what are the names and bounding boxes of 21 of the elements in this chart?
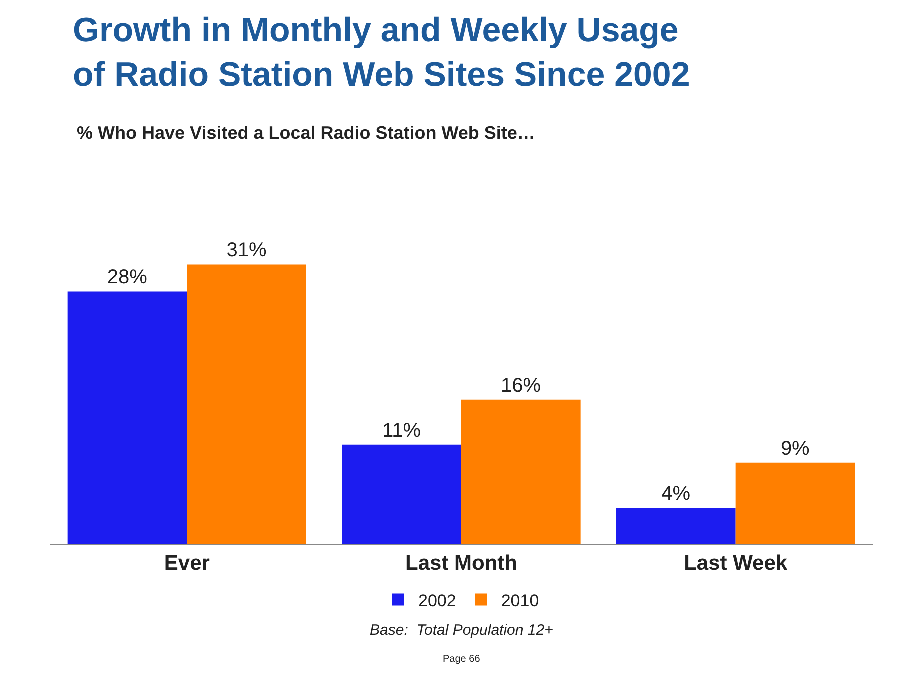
bar <box>68 292 188 544</box>
bar <box>462 400 581 544</box>
data-label: 9% <box>780 438 810 460</box>
bar <box>187 264 306 544</box>
data-label: 4% <box>662 482 691 505</box>
data-label: 11% <box>382 420 422 442</box>
x-tick-label: Ever <box>164 552 210 576</box>
legend-label: 2002 <box>418 591 456 610</box>
chart-subtitle: % Who Have Visited a Local Radio Station Web Site… <box>77 123 536 143</box>
text: Page 66 <box>443 654 481 665</box>
data-label: 31% <box>226 240 267 262</box>
bar <box>616 508 736 544</box>
data-label: 16% <box>501 374 542 397</box>
bar <box>736 462 856 544</box>
x-tick-label: Last Month <box>406 552 518 576</box>
x-tick-label: Last Week <box>684 552 788 576</box>
chart-title: Growth in Monthly and Weekly Usage of Radio Station Web Sites Since 2002 <box>73 12 690 94</box>
bar <box>342 444 462 544</box>
legend-label: 2010 <box>501 591 540 610</box>
data-label: 28% <box>107 266 148 289</box>
text: Base: Total Population 12+ <box>370 622 554 639</box>
